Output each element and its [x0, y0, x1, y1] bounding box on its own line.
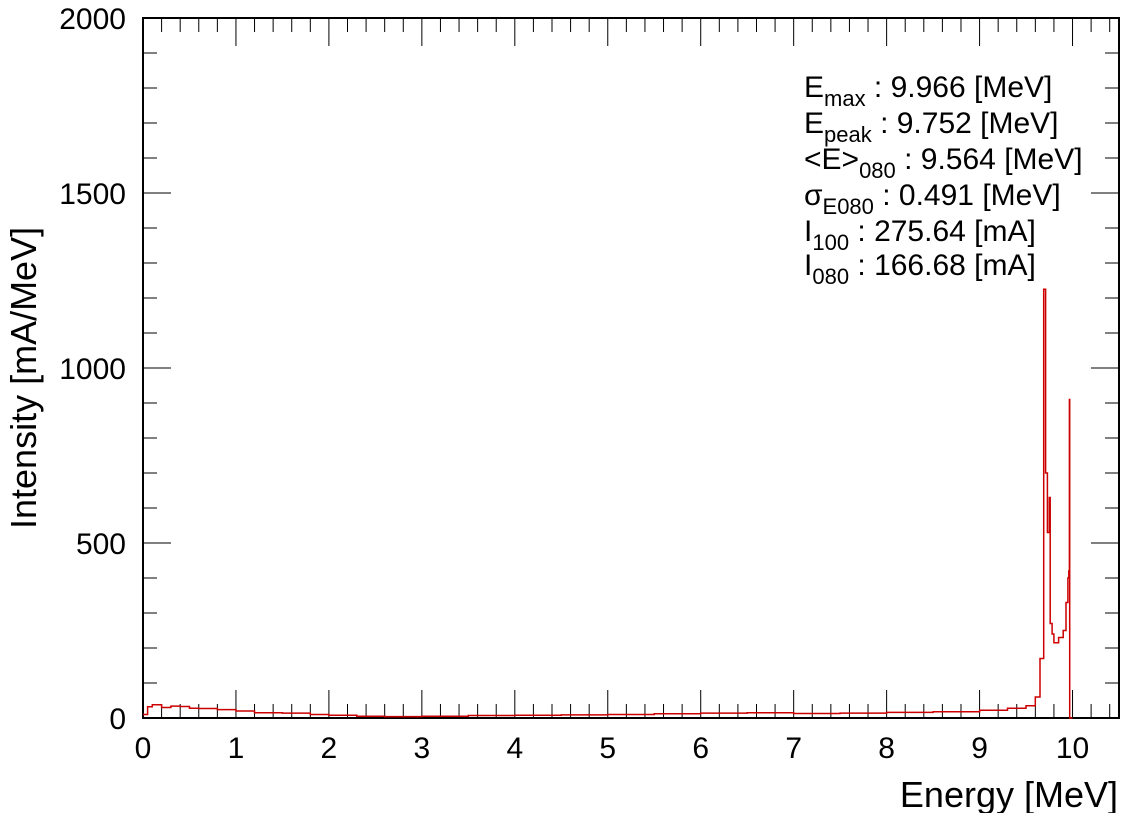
stats-i100: I100 : 275.64 [mA] — [804, 215, 1036, 255]
stats-box: Emax : 9.966 [MeV] Epeak : 9.752 [MeV] <… — [804, 71, 1083, 289]
x-tick-label: 1 — [228, 732, 245, 765]
tick-labels: 0 1 2 3 4 5 6 7 8 9 10 0 500 1000 1500 2000 — [59, 3, 1089, 765]
x-axis-label: Energy [MeV] — [900, 774, 1118, 813]
stats-emax: Emax : 9.966 [MeV] — [804, 71, 1052, 111]
x-tick-label: 8 — [878, 732, 895, 765]
y-tick-label: 2000 — [59, 3, 126, 36]
axis-ticks — [142, 17, 1119, 719]
x-tick-label: 4 — [506, 732, 523, 765]
y-axis-label: Intensity [mA/MeV] — [3, 227, 44, 529]
stats-i080: I080 : 166.68 [mA] — [804, 249, 1036, 289]
x-tick-label: 2 — [321, 732, 338, 765]
x-tick-label: 10 — [1056, 732, 1089, 765]
y-tick-label: 0 — [109, 703, 126, 736]
stats-sigma: σE080 : 0.491 [MeV] — [804, 179, 1061, 219]
x-tick-label: 7 — [785, 732, 802, 765]
x-tick-label: 6 — [692, 732, 709, 765]
stats-emean: <E>080 : 9.564 [MeV] — [804, 143, 1083, 183]
y-tick-label: 1000 — [59, 353, 126, 386]
x-tick-label: 5 — [599, 732, 616, 765]
spectrum-series-line — [143, 288, 1073, 719]
stats-epeak: Epeak : 9.752 [MeV] — [804, 107, 1059, 147]
x-tick-label: 3 — [414, 732, 431, 765]
y-tick-label: 500 — [76, 528, 126, 561]
y-tick-label: 1500 — [59, 178, 126, 211]
x-tick-label: 9 — [971, 732, 988, 765]
x-tick-label: 0 — [135, 732, 152, 765]
